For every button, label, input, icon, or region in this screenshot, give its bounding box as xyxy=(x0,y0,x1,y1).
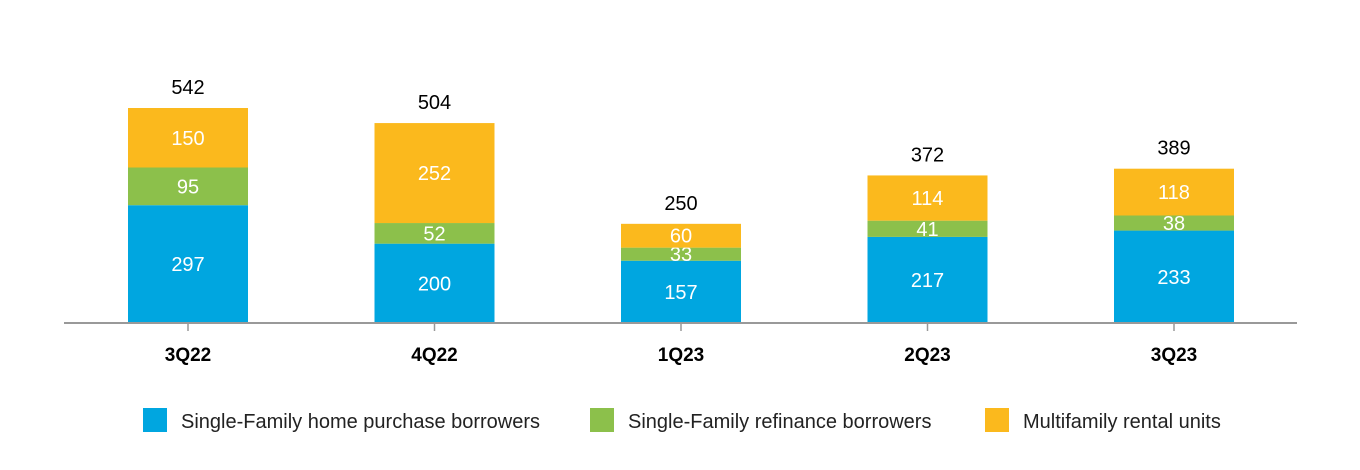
bar-segment xyxy=(621,223,741,248)
bar-segment xyxy=(128,167,248,206)
legend-label: Single-Family home purchase borrowers xyxy=(181,411,540,433)
bar-total-label: 372 xyxy=(911,144,944,166)
bar-segment-label: 38 xyxy=(1163,213,1185,235)
x-axis-tick-label: 3Q22 xyxy=(165,345,211,366)
bar-segment xyxy=(128,108,248,168)
bar-segment xyxy=(867,175,988,221)
bar-segment xyxy=(374,123,495,224)
bar-segment xyxy=(374,223,495,244)
bar-segment-label: 60 xyxy=(670,226,692,248)
bar-segment-label: 118 xyxy=(1158,182,1190,204)
x-axis-tick-label: 4Q22 xyxy=(411,345,457,366)
bar-segment-label: 217 xyxy=(911,270,944,292)
x-axis: 3Q22 4Q22 1Q23 2Q23 3Q23 xyxy=(64,322,1297,366)
bar-segment xyxy=(867,236,988,323)
legend-label: Single-Family refinance borrowers xyxy=(628,411,931,433)
bar-segment-label: 114 xyxy=(912,188,944,210)
bar-total-label: 389 xyxy=(1157,138,1190,160)
bar-segment xyxy=(621,260,741,323)
bar-total-label: 542 xyxy=(171,77,204,99)
bar-segment xyxy=(374,243,495,323)
legend: Single-Family home purchase borrowers Sin… xyxy=(143,408,1221,433)
legend-label: Multifamily rental units xyxy=(1023,411,1221,433)
bar-segment-label: 200 xyxy=(418,273,451,295)
legend-swatch xyxy=(985,408,1009,432)
bar-segment-label: 52 xyxy=(423,223,445,245)
bar-segment xyxy=(867,220,988,237)
bar-segment-label: 233 xyxy=(1157,267,1190,289)
bar-segment-label: 157 xyxy=(664,282,697,304)
bar-segment-label: 33 xyxy=(670,244,692,266)
bar-total-label: 504 xyxy=(418,92,451,114)
bar-segment-label: 150 xyxy=(171,128,204,150)
bar-segment-label: 297 xyxy=(171,254,204,276)
bar-segment xyxy=(1114,215,1234,231)
legend-swatch xyxy=(590,408,614,432)
legend-swatch xyxy=(143,408,167,432)
bar-segment xyxy=(1114,230,1234,323)
bar-total-label: 250 xyxy=(664,193,697,215)
x-axis-tick-label: 1Q23 xyxy=(658,345,704,366)
bar-segment xyxy=(128,205,248,323)
bar-segment-label: 95 xyxy=(177,176,199,198)
bar-segment-label: 252 xyxy=(418,163,451,185)
bar-segment xyxy=(621,247,741,261)
bar-segment-label: 41 xyxy=(916,219,938,241)
x-axis-tick-label: 3Q23 xyxy=(1151,345,1197,366)
x-axis-tick-label: 2Q23 xyxy=(904,345,950,366)
bar-segment xyxy=(1114,168,1234,216)
